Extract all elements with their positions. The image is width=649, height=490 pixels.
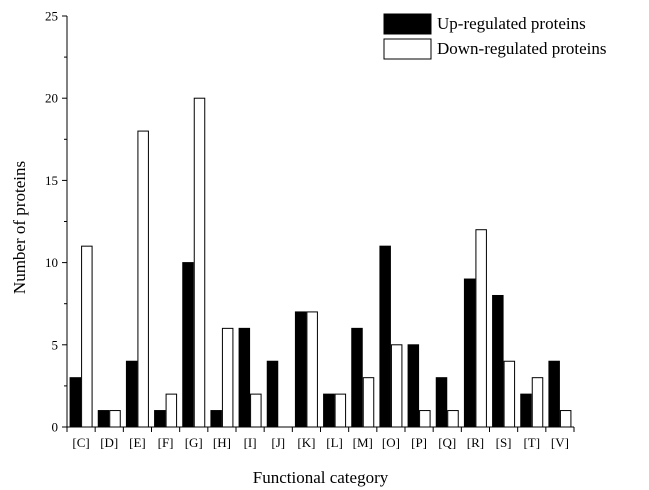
bar-up-r [463,278,476,428]
bar-up-v [548,360,560,428]
bar-down-v [559,410,572,428]
bar-down-c [81,245,93,428]
x-tick-label: [H] [213,435,231,450]
bar-down-f [165,393,178,428]
bar-up-d [97,410,110,428]
x-tick-label: [D] [100,435,118,450]
bar-up-o [379,245,391,428]
x-axis-title: Functional category [253,468,389,487]
x-tick-label: [S] [496,435,512,450]
y-tick-label: 25 [45,9,58,24]
bar-up-i [238,327,251,428]
bar-down-r [475,229,487,428]
x-tick-label: [T] [523,435,540,450]
bar-down-t [531,377,544,428]
x-tick-label: [L] [326,435,343,450]
bar-down-k [306,311,318,428]
bar-down-q [447,410,459,428]
bar-up-s [492,294,504,428]
x-tick-label: [F] [158,435,174,450]
bar-down-g [193,97,206,428]
legend-label-up-regulated: Up-regulated proteins [437,14,586,33]
x-tick-label: [K] [297,435,315,450]
bar-up-p [407,344,420,428]
bar-down-d [109,410,121,428]
legend: Up-regulated proteins Down-regulated pro… [383,13,606,60]
x-ticks-group: [C] [D] [E] [F] [G] [H] [I] [J] [K] [L] [M] [O] [P] [… [66,427,575,450]
bar-down-h [221,327,234,428]
bar-down-m [362,377,375,428]
x-tick-label: [C] [72,435,89,450]
x-tick-label: [O] [382,435,400,450]
bar-down-p [419,410,431,428]
bar-up-l [323,393,335,428]
bar-up-t [520,393,532,428]
bar-down-s [503,360,516,428]
bar-up-f [154,410,166,428]
bar-up-c [69,377,82,428]
bar-up-e [125,360,138,428]
y-tick-label: 10 [45,255,58,270]
x-tick-label: [R] [467,435,484,450]
x-tick-label: [M] [353,435,373,450]
y-tick-label: 0 [52,420,59,435]
bar-up-j [266,360,279,428]
bar-up-g [182,262,194,428]
x-tick-label: [I] [244,435,257,450]
bar-up-h [210,410,222,428]
bar-down-e [137,130,149,428]
bar-down-i [250,393,262,428]
bar-up-k [294,311,307,428]
x-tick-label: [G] [185,435,203,450]
bar-down-l [334,393,347,428]
y-ticks-group: 0 5 10 15 20 25 [45,9,67,435]
x-tick-label: [J] [271,435,285,450]
y-tick-label: 20 [45,91,58,106]
y-tick-label: 5 [52,337,59,352]
legend-swatch-down-regulated [383,38,432,60]
x-tick-label: [P] [411,435,427,450]
bar-down-o [390,344,403,428]
bars-group [69,97,572,428]
y-axis-title: Number of proteins [10,161,29,294]
bar-up-m [351,327,363,428]
x-tick-label: [Q] [438,435,456,450]
legend-label-down-regulated: Down-regulated proteins [437,39,606,58]
legend-swatch-up-regulated [383,13,432,35]
bar-up-q [435,377,448,428]
y-tick-label: 15 [45,173,58,188]
x-tick-label: [V] [551,435,569,450]
x-tick-label: [E] [129,435,146,450]
